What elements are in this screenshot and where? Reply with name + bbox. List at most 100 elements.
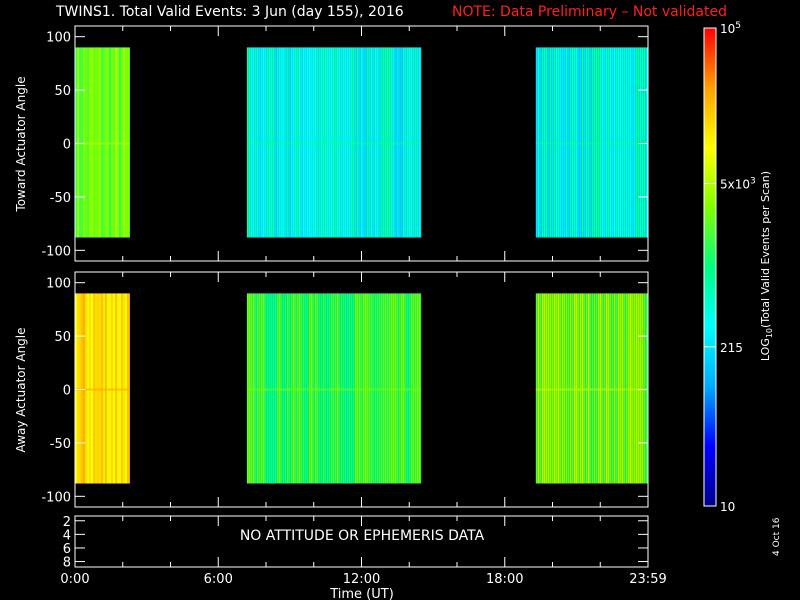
heatmap-column xyxy=(368,293,371,484)
heatmap-column xyxy=(310,293,313,484)
heatmap-column xyxy=(599,293,602,484)
heatmap-column xyxy=(348,47,351,238)
away-yticks: 100 50 0 -50 -100 xyxy=(41,277,648,505)
heatmap-column xyxy=(258,47,261,238)
heatmap-column xyxy=(561,47,564,238)
heatmap-column xyxy=(332,47,335,238)
heatmap-column xyxy=(89,47,91,238)
heatmap-column xyxy=(623,47,626,238)
heatmap-column xyxy=(282,293,285,484)
heatmap-column xyxy=(286,47,289,238)
heatmap-column xyxy=(633,293,636,484)
heatmap-column xyxy=(589,293,592,484)
heatmap-column xyxy=(615,47,618,238)
heatmap-column xyxy=(322,293,325,484)
heatmap-column xyxy=(312,293,315,484)
heatmap-column xyxy=(85,47,87,238)
y-tick-label: -100 xyxy=(41,490,71,505)
heatmap-column xyxy=(336,47,339,238)
heatmap-column xyxy=(117,47,119,238)
heatmap-column xyxy=(350,293,353,484)
zero-angle-band xyxy=(75,142,130,145)
heatmap-column xyxy=(543,293,546,484)
heatmap-column xyxy=(107,47,109,238)
heatmap-column xyxy=(372,47,375,238)
heatmap-column xyxy=(292,47,295,238)
heatmap-column xyxy=(583,47,586,238)
heatmap-column xyxy=(641,293,644,484)
heatmap-column xyxy=(587,47,590,238)
heatmap-column xyxy=(320,47,323,238)
heatmap-column xyxy=(262,47,265,238)
heatmap-column xyxy=(370,47,373,238)
x-tick-label: 18:00 xyxy=(486,572,523,587)
heatmap-column xyxy=(563,47,566,238)
heatmap-column xyxy=(288,47,291,238)
heatmap-column xyxy=(627,47,630,238)
heatmap-column xyxy=(603,47,606,238)
heatmap-column xyxy=(99,47,101,238)
heatmap-column xyxy=(300,47,303,238)
heatmap-column xyxy=(348,293,351,484)
heatmap-column xyxy=(579,293,582,484)
heatmap-column xyxy=(603,293,606,484)
heatmap-column xyxy=(119,293,121,484)
heatmap-column xyxy=(376,293,379,484)
heatmap-column xyxy=(535,293,538,484)
heatmap-column xyxy=(400,293,403,484)
heatmap-column xyxy=(330,293,333,484)
heatmap-column xyxy=(402,293,405,484)
heatmap-column xyxy=(547,293,550,484)
heatmap-column xyxy=(573,47,576,238)
heatmap-column xyxy=(643,47,646,238)
heatmap-column xyxy=(569,293,572,484)
heatmap-column xyxy=(95,293,97,484)
heatmap-column xyxy=(410,47,413,238)
heatmap-column xyxy=(107,293,109,484)
heatmap-column xyxy=(607,293,610,484)
heatmap-column xyxy=(81,293,83,484)
ephemeris-xticks xyxy=(74,516,649,567)
heatmap-column xyxy=(248,293,251,484)
heatmap-column xyxy=(129,47,130,238)
heatmap-column xyxy=(85,293,87,484)
heatmap-column xyxy=(119,47,121,238)
heatmap-column xyxy=(378,47,381,238)
heatmap-column xyxy=(123,293,125,484)
heatmap-column xyxy=(266,293,269,484)
heatmap-column xyxy=(300,293,303,484)
heatmap-column xyxy=(396,47,399,238)
heatmap-column xyxy=(129,293,130,484)
heatmap-column xyxy=(330,47,333,238)
heatmap-column xyxy=(605,47,608,238)
heatmap-column xyxy=(127,47,129,238)
no-data-message: NO ATTITUDE OR EPHEMERIS DATA xyxy=(240,528,485,544)
heatmap-column xyxy=(79,293,81,484)
zero-angle-band xyxy=(246,388,422,391)
heatmap-column xyxy=(352,293,355,484)
heatmap-column xyxy=(264,293,267,484)
heatmap-column xyxy=(609,47,612,238)
heatmap-column xyxy=(296,47,299,238)
heatmap-column xyxy=(559,293,562,484)
heatmap-column xyxy=(553,293,556,484)
heatmap-column xyxy=(402,47,405,238)
colorbar-tick-label: 105 xyxy=(720,21,741,36)
heatmap-column xyxy=(306,47,309,238)
heatmap-column xyxy=(121,47,123,238)
heatmap-column xyxy=(332,293,335,484)
heatmap-column xyxy=(276,47,279,238)
heatmap-column xyxy=(392,47,395,238)
heatmap-column xyxy=(569,47,572,238)
heatmap-column xyxy=(557,293,560,484)
heatmap-column xyxy=(125,293,127,484)
heatmap-column xyxy=(111,293,113,484)
heatmap-column xyxy=(541,293,544,484)
heatmap-column xyxy=(621,293,624,484)
colorbar-tick-label: 10 xyxy=(720,500,735,514)
heatmap-column xyxy=(386,47,389,238)
heatmap-column xyxy=(290,293,293,484)
heatmap-column xyxy=(292,293,295,484)
